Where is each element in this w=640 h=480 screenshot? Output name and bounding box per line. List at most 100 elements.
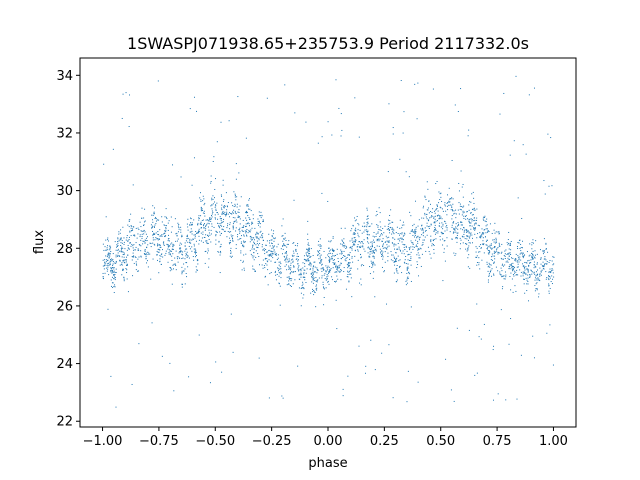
data-point [424, 230, 426, 232]
data-point [333, 250, 335, 252]
data-point [492, 255, 494, 257]
data-point [113, 292, 115, 294]
data-point [353, 233, 355, 235]
data-point [396, 248, 398, 250]
data-point [388, 223, 390, 225]
data-point [339, 271, 341, 273]
data-point [547, 251, 549, 253]
data-point [290, 269, 292, 271]
data-point [218, 241, 220, 243]
data-point [413, 231, 415, 233]
data-point [266, 258, 268, 260]
data-point [280, 272, 282, 274]
data-point [422, 229, 424, 231]
data-point [547, 133, 549, 135]
data-point [463, 215, 465, 217]
data-point [275, 253, 277, 255]
data-point [276, 259, 278, 261]
data-point [407, 259, 409, 261]
data-point [212, 203, 214, 205]
data-point [453, 227, 455, 229]
data-point [358, 236, 360, 238]
data-point [394, 248, 396, 250]
data-point [308, 247, 310, 249]
data-point [313, 294, 315, 296]
data-point [304, 265, 306, 267]
data-point [239, 223, 241, 225]
data-point [230, 242, 232, 244]
data-point [405, 284, 407, 286]
data-point [551, 185, 553, 187]
data-point [478, 264, 480, 266]
data-point [240, 250, 242, 252]
data-point [451, 207, 453, 209]
data-point [340, 279, 342, 281]
data-point [549, 259, 551, 261]
data-point [323, 296, 325, 298]
data-point [498, 231, 500, 233]
data-point [193, 259, 195, 261]
data-point [220, 121, 222, 123]
data-point [230, 250, 232, 252]
data-point [381, 240, 383, 242]
data-point [166, 218, 168, 220]
data-point [473, 224, 475, 226]
data-point [131, 259, 133, 261]
data-point [337, 261, 339, 263]
data-point [514, 285, 516, 287]
data-point [314, 292, 316, 294]
data-point [382, 244, 384, 246]
data-point [468, 254, 470, 256]
data-point [130, 245, 132, 247]
data-point [135, 263, 137, 265]
data-point [370, 251, 372, 253]
data-point [120, 250, 122, 252]
data-point [255, 250, 257, 252]
data-point [333, 249, 335, 251]
data-point [372, 265, 374, 267]
data-point [305, 260, 307, 262]
data-point [302, 262, 304, 264]
data-point [119, 264, 121, 266]
data-point [508, 255, 510, 257]
data-point [363, 264, 365, 266]
data-point [348, 271, 350, 273]
data-point [507, 244, 509, 246]
data-point [284, 259, 286, 261]
data-point [280, 271, 282, 273]
data-point [113, 271, 115, 273]
data-point [274, 237, 276, 239]
data-point [157, 239, 159, 241]
data-point [452, 198, 454, 200]
data-point [229, 224, 231, 226]
data-point [337, 278, 339, 280]
data-point [490, 244, 492, 246]
data-point [202, 200, 204, 202]
data-point [537, 269, 539, 271]
data-point [544, 193, 546, 195]
data-point [180, 250, 182, 252]
data-point [426, 218, 428, 220]
data-point [277, 257, 279, 259]
data-point [172, 248, 174, 250]
data-point [160, 253, 162, 255]
data-point [267, 261, 269, 263]
data-point [172, 248, 174, 250]
data-point [203, 236, 205, 238]
data-point [308, 250, 310, 252]
data-point [401, 272, 403, 274]
data-point [370, 339, 372, 341]
data-point [239, 218, 241, 220]
data-point [409, 211, 411, 213]
data-point [501, 258, 503, 260]
data-point [483, 229, 485, 231]
data-point [113, 278, 115, 280]
data-point [239, 231, 241, 233]
data-point [441, 222, 443, 224]
data-point [214, 218, 216, 220]
data-point [508, 252, 510, 254]
data-point [275, 254, 277, 256]
data-point [167, 244, 169, 246]
data-point [223, 226, 225, 228]
data-point [443, 248, 445, 250]
